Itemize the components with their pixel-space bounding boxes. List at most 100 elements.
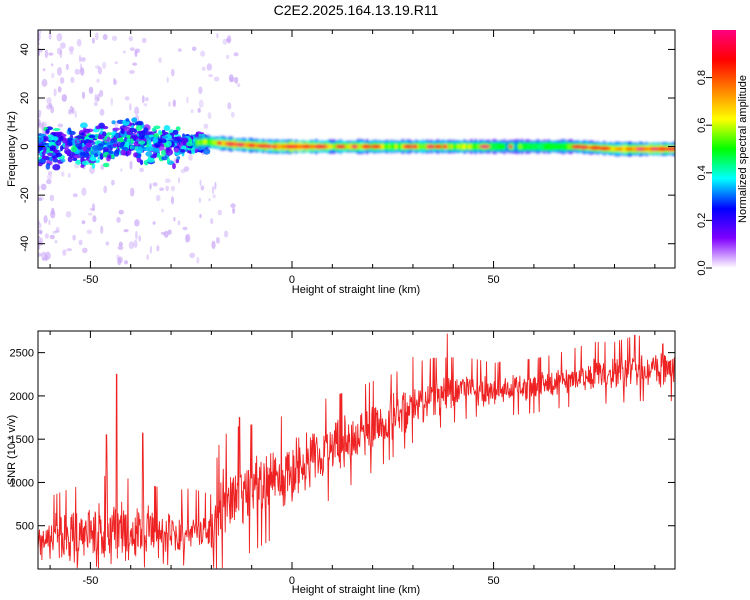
speckle-mark xyxy=(40,183,47,191)
speckle-mark xyxy=(210,218,214,225)
noise-mark xyxy=(70,145,77,153)
noise-mark xyxy=(191,147,196,155)
ridge-cell xyxy=(623,146,626,152)
speckle-mark xyxy=(123,50,126,54)
x-tick-label: 0 xyxy=(289,575,295,587)
y-tick-label: -40 xyxy=(19,236,31,252)
ridge-cell xyxy=(392,142,395,151)
ridge-cell xyxy=(381,144,384,149)
speckle-mark xyxy=(57,86,62,93)
ridge-cell xyxy=(563,143,566,151)
noise-mark xyxy=(52,164,61,171)
ridge-cell xyxy=(421,144,424,149)
speckle-mark xyxy=(160,231,166,235)
ridge-cell xyxy=(397,143,400,150)
speckle-mark xyxy=(51,63,54,67)
noise-mark xyxy=(139,159,144,166)
noise-mark xyxy=(60,158,66,163)
noise-mark xyxy=(111,131,117,136)
ridge-peak xyxy=(578,145,590,150)
colorbar-bar xyxy=(712,30,736,268)
noise-mark xyxy=(175,158,180,164)
noise-mark xyxy=(120,127,124,134)
speckle-mark xyxy=(216,33,219,39)
speckle-mark xyxy=(183,166,190,172)
ridge-cell xyxy=(634,146,637,152)
speckle-mark xyxy=(123,229,129,233)
speckle-mark xyxy=(117,245,124,250)
noise-mark xyxy=(80,122,88,129)
speckle-mark xyxy=(66,248,73,252)
ridge-cell xyxy=(208,138,211,147)
speckle-mark xyxy=(81,91,86,100)
speckle-mark xyxy=(214,181,217,190)
ridge-peak xyxy=(271,144,277,149)
speckle-mark xyxy=(38,245,41,250)
noise-mark xyxy=(161,149,167,156)
y-tick-label: -20 xyxy=(19,187,31,203)
ridge-cell xyxy=(556,142,560,151)
ridge-cell xyxy=(419,143,422,150)
speckle-mark xyxy=(92,215,97,223)
y-tick-label: 2500 xyxy=(10,348,34,360)
speckle-mark xyxy=(201,66,206,71)
ridge-cell xyxy=(627,147,630,151)
noise-mark xyxy=(130,135,139,140)
ridge-cell xyxy=(244,142,247,148)
ridge-cell xyxy=(614,146,617,152)
speckle-mark xyxy=(172,99,176,108)
speckle-mark xyxy=(86,229,93,235)
speckle-mark xyxy=(48,171,52,176)
speckle-mark xyxy=(196,256,200,264)
noise-mark xyxy=(152,136,159,144)
noise-mark xyxy=(173,147,180,153)
speckle-mark xyxy=(190,109,194,114)
ridge-cell xyxy=(301,145,305,148)
ridge-cell xyxy=(545,142,548,151)
speckle-mark xyxy=(139,167,145,173)
speckle-mark xyxy=(113,78,116,86)
speckle-mark xyxy=(59,49,63,59)
speckle-mark xyxy=(69,50,74,55)
speckle-mark xyxy=(134,219,140,227)
noise-mark xyxy=(66,137,73,141)
ridge-peak xyxy=(303,144,311,149)
speckle-mark xyxy=(208,74,213,78)
ridge-cell xyxy=(503,143,506,150)
speckle-mark xyxy=(185,233,191,243)
y-tick-label: 2000 xyxy=(10,391,34,403)
ridge-peak xyxy=(286,144,296,149)
speckle-mark xyxy=(114,79,118,85)
ridge-cell xyxy=(505,141,509,152)
ridge-cell xyxy=(221,140,225,146)
noise-mark xyxy=(161,135,169,139)
speckle-mark xyxy=(124,96,130,101)
ridge-peak xyxy=(636,147,644,151)
speckle-mark xyxy=(54,229,60,233)
noise-mark xyxy=(106,132,113,136)
noise-mark xyxy=(97,134,105,140)
spectrogram-panel: -50 0 50 -40 -20 0 20 40 Height of straight li… xyxy=(6,29,676,296)
ridge-cell xyxy=(330,144,333,149)
ridge-peak xyxy=(361,144,372,149)
speckle-mark xyxy=(230,111,235,118)
ridge-cell xyxy=(270,144,273,149)
speckle-mark xyxy=(43,215,48,224)
speckle-mark xyxy=(96,93,100,102)
speckle-mark xyxy=(110,97,114,106)
speckle-mark xyxy=(149,182,152,190)
speckle-mark xyxy=(167,229,172,235)
ridge-cell xyxy=(514,141,517,152)
speckle-mark xyxy=(80,67,85,76)
noise-mark xyxy=(52,128,61,131)
speckle-mark xyxy=(56,47,63,55)
speckle-mark xyxy=(177,220,181,226)
snr-y-ticks: 500 1000 1500 2000 2500 xyxy=(10,348,675,533)
colorbar-tick-label: 0.6 xyxy=(696,118,708,133)
speckle-mark xyxy=(173,216,176,222)
ridge-cell xyxy=(224,141,227,146)
ridge-cell xyxy=(348,144,351,149)
spectrogram-x-ticks: -50 0 50 xyxy=(49,30,656,286)
ridge-cell xyxy=(401,144,404,149)
speckle-mark xyxy=(152,221,156,225)
